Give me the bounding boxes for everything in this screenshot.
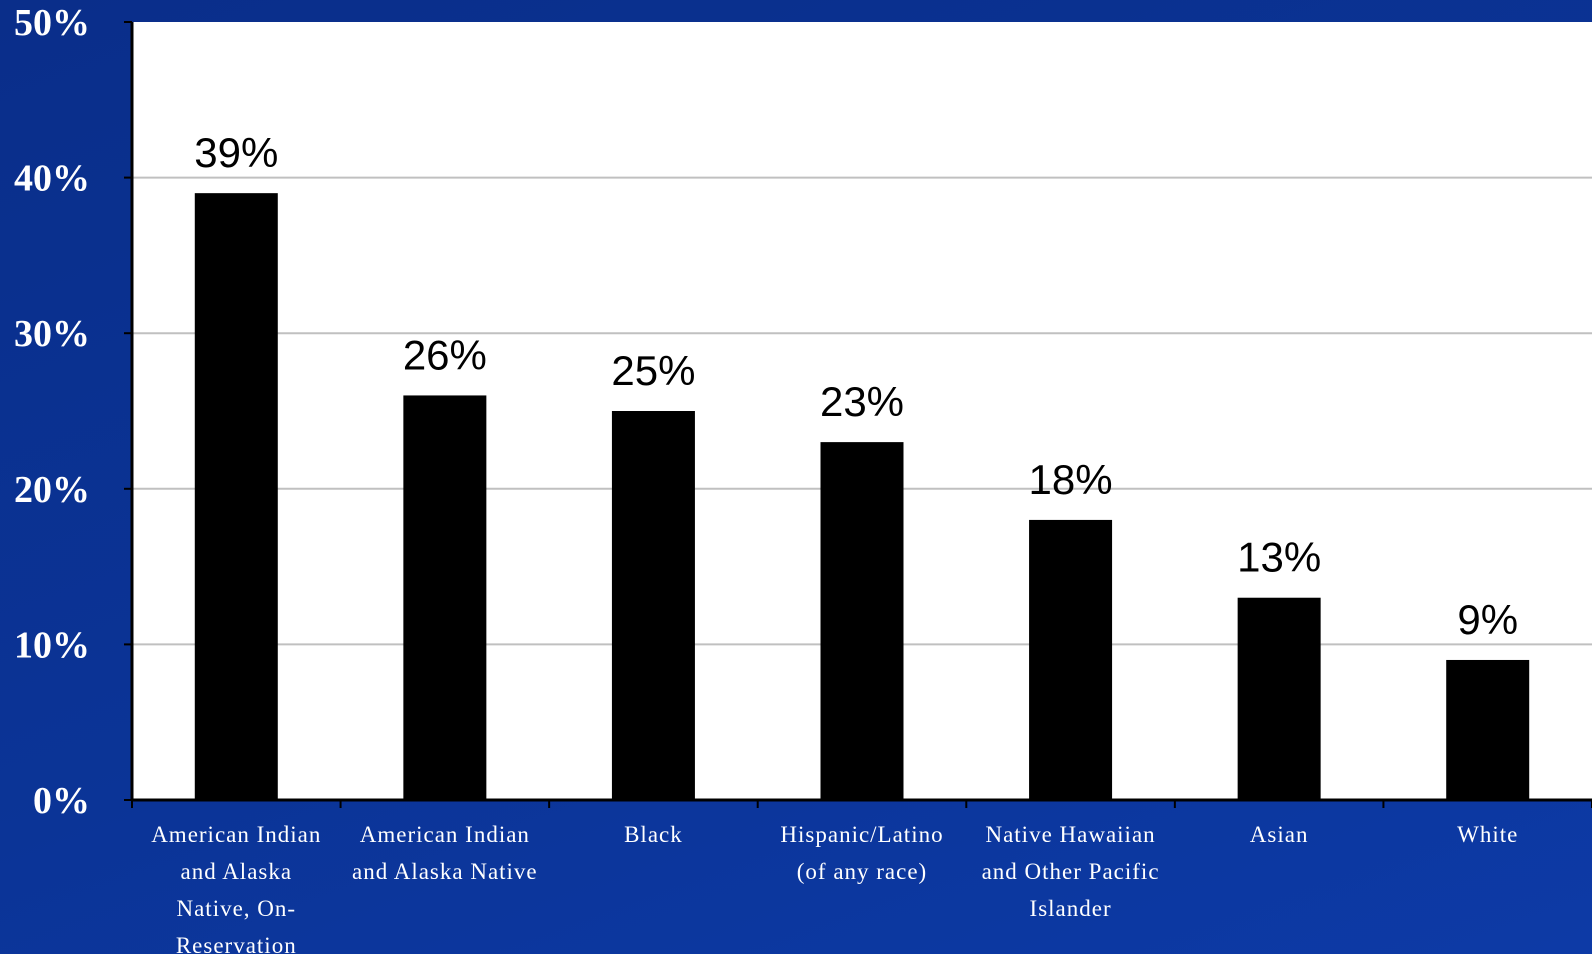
x-tick-label: Native Hawaiian and Other Pacific Islander (982, 822, 1160, 921)
data-label: 23% (820, 378, 904, 425)
x-tick-label: American Indian and Alaska Native, On-Rese… (151, 822, 321, 954)
bar (1237, 597, 1321, 800)
y-tick-label: 10% (14, 624, 90, 666)
x-tick-label: White (1457, 822, 1518, 847)
data-label: 18% (1029, 456, 1113, 503)
data-label: 13% (1237, 534, 1321, 581)
bar (403, 395, 487, 800)
y-tick-labels: 0% 10% 20% 30% 40% 50% (14, 2, 90, 822)
x-tick-label: Hispanic/Latino (of any race) (780, 822, 943, 884)
bar (820, 442, 904, 800)
bar (1446, 659, 1530, 800)
data-label: 9% (1457, 596, 1518, 643)
axes (124, 21, 1592, 808)
x-tick-label: Asian (1250, 822, 1309, 847)
bar (1029, 519, 1113, 800)
y-tick-label: 40% (14, 158, 90, 200)
x-tick-label: Black (624, 822, 683, 847)
y-tick-label: 20% (14, 469, 90, 511)
data-label: 39% (194, 129, 278, 176)
bar (194, 193, 278, 800)
data-labels: 39% 26% 25% 23% 18% 13% 9% (194, 129, 1518, 643)
x-tick-labels: American Indian and Alaska Native, On-Rese… (151, 822, 1518, 954)
y-tick-label: 50% (14, 2, 90, 44)
data-label: 26% (403, 331, 487, 378)
data-label: 25% (611, 347, 695, 394)
bars (194, 193, 1530, 800)
y-tick-label: 30% (14, 313, 90, 355)
y-tick-label: 0% (33, 780, 90, 822)
x-tick-label: American Indian and Alaska Native (352, 822, 538, 884)
bar (611, 411, 695, 800)
